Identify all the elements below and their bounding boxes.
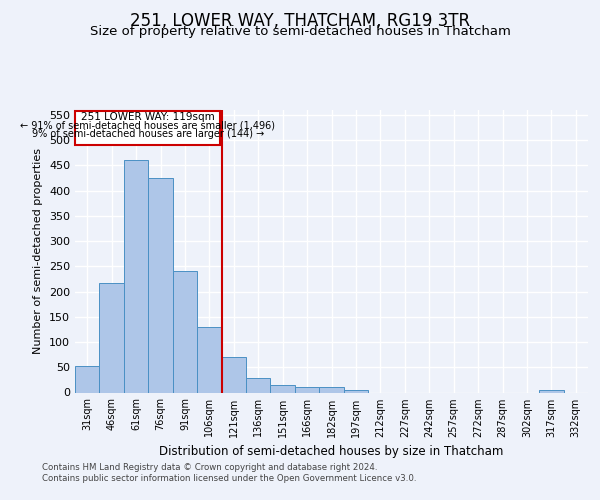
X-axis label: Distribution of semi-detached houses by size in Thatcham: Distribution of semi-detached houses by … (160, 445, 503, 458)
Text: Contains HM Land Registry data © Crown copyright and database right 2024.: Contains HM Land Registry data © Crown c… (42, 462, 377, 471)
Bar (148, 178, 173, 392)
Bar (344, 390, 368, 392)
Text: 251, LOWER WAY, THATCHAM, RG19 3TR: 251, LOWER WAY, THATCHAM, RG19 3TR (130, 12, 470, 30)
Bar (100, 282, 124, 393)
Text: ← 91% of semi-detached houses are smaller (1,496): ← 91% of semi-detached houses are smalle… (20, 120, 275, 130)
Bar (539, 390, 563, 392)
Bar (221, 356, 246, 392)
Bar (75, 366, 100, 392)
Bar (124, 160, 148, 392)
Bar (271, 385, 295, 392)
Y-axis label: Number of semi-detached properties: Number of semi-detached properties (34, 148, 43, 354)
Bar (246, 378, 271, 392)
Text: Contains public sector information licensed under the Open Government Licence v3: Contains public sector information licen… (42, 474, 416, 483)
Bar (173, 271, 197, 392)
Text: Size of property relative to semi-detached houses in Thatcham: Size of property relative to semi-detach… (89, 25, 511, 38)
Bar (197, 327, 221, 392)
Bar (295, 388, 319, 392)
FancyBboxPatch shape (76, 111, 220, 146)
Bar (319, 388, 344, 392)
Text: 251 LOWER WAY: 119sqm: 251 LOWER WAY: 119sqm (81, 112, 215, 122)
Text: 9% of semi-detached houses are larger (144) →: 9% of semi-detached houses are larger (1… (32, 128, 264, 138)
